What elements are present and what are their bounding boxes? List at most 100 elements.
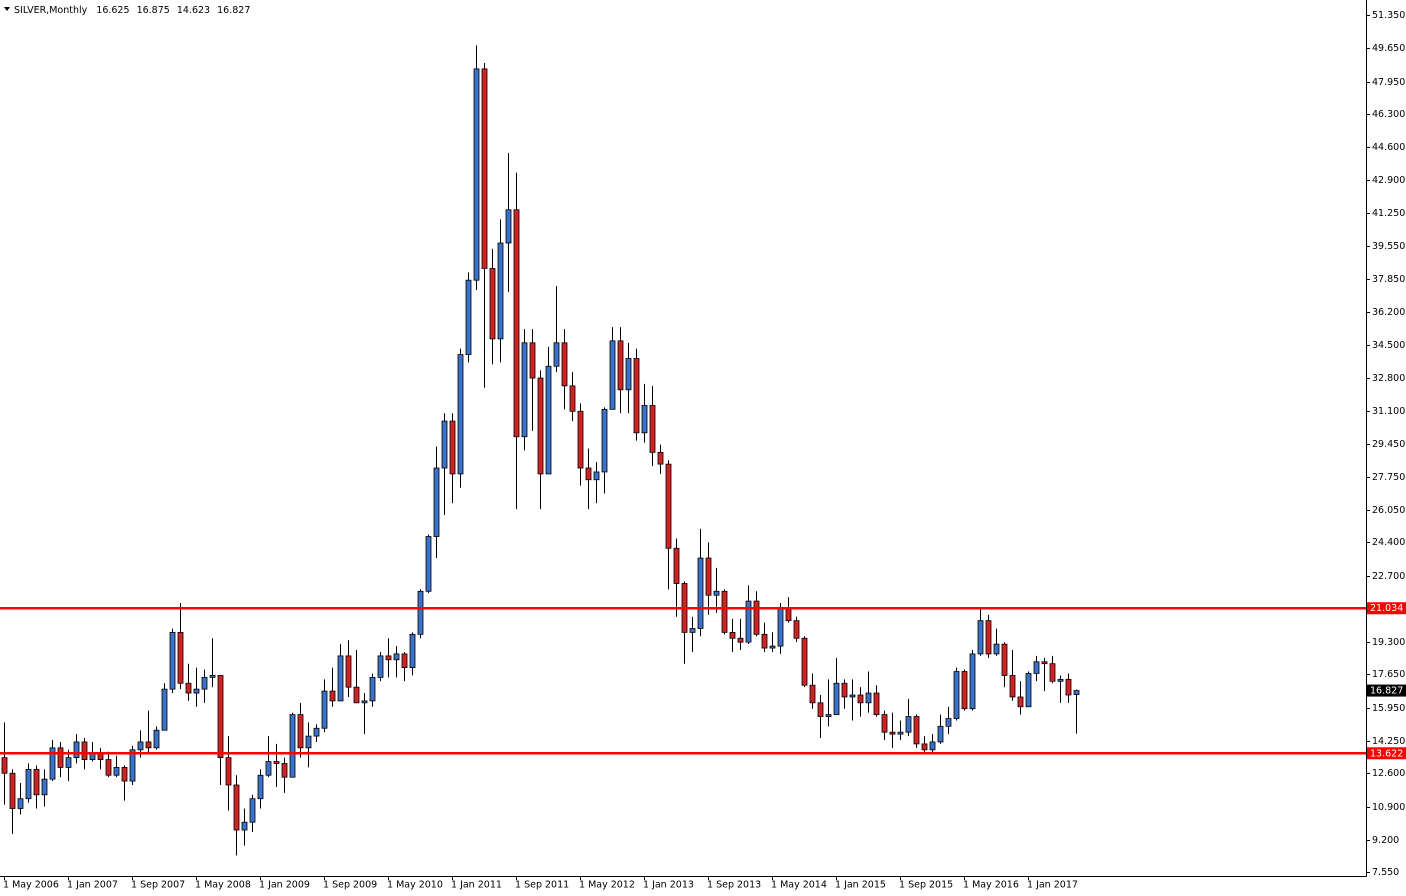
y-tick-label: 27.750 bbox=[1372, 472, 1405, 483]
candle-body bbox=[529, 342, 536, 379]
y-tick-label: 46.300 bbox=[1372, 109, 1405, 120]
candle-body bbox=[273, 761, 280, 764]
candle-body bbox=[865, 692, 872, 704]
candle-body bbox=[1049, 663, 1056, 682]
candle-body bbox=[793, 620, 800, 639]
candle-body bbox=[889, 731, 896, 735]
y-tick-label: 29.450 bbox=[1372, 439, 1405, 450]
candle-body bbox=[409, 633, 416, 669]
title-arrow bbox=[4, 7, 10, 11]
candle-body bbox=[521, 342, 528, 438]
candle-body bbox=[969, 653, 976, 710]
ohlc-low: 14.623 bbox=[177, 5, 210, 16]
candle-body bbox=[609, 340, 616, 410]
candle-body bbox=[185, 682, 192, 694]
candle-body bbox=[17, 798, 24, 809]
candle-body bbox=[289, 714, 296, 778]
candle-body bbox=[177, 631, 184, 684]
x-tick-label: 1 Sep 2015 bbox=[899, 880, 953, 891]
y-tick-label: 26.050 bbox=[1372, 505, 1405, 516]
candle-body bbox=[89, 753, 96, 760]
candle-body bbox=[1033, 661, 1040, 674]
candle-body bbox=[121, 767, 128, 782]
price-label: 21.034 bbox=[1370, 603, 1403, 614]
candle-body bbox=[9, 772, 16, 809]
y-tick-label: 36.200 bbox=[1372, 307, 1405, 318]
candle-body bbox=[105, 759, 112, 776]
candle-body bbox=[737, 637, 744, 643]
candle-body bbox=[921, 743, 928, 751]
candle-body bbox=[129, 749, 136, 782]
candle-body bbox=[233, 784, 240, 831]
chart-title: SILVER,Monthly 16.625 16.875 14.623 16.8… bbox=[14, 5, 250, 16]
y-tick-label: 39.550 bbox=[1372, 241, 1405, 252]
candle-body bbox=[945, 718, 952, 727]
x-tick-label: 1 Sep 2013 bbox=[707, 880, 761, 891]
x-tick-label: 1 Jan 2015 bbox=[835, 880, 886, 891]
x-tick-label: 1 Sep 2007 bbox=[131, 880, 185, 891]
candle-body bbox=[713, 590, 720, 596]
x-tick-label: 1 Sep 2011 bbox=[515, 880, 569, 891]
candle-body bbox=[633, 358, 640, 434]
candle-body bbox=[489, 268, 496, 340]
candle-body bbox=[1017, 696, 1024, 708]
candle-body bbox=[625, 358, 632, 391]
candle-body bbox=[657, 451, 664, 465]
candle-body bbox=[649, 405, 656, 453]
ohlc-high: 16.875 bbox=[137, 5, 170, 16]
x-tick-label: 1 May 2014 bbox=[771, 880, 827, 891]
y-tick-label: 10.900 bbox=[1372, 802, 1405, 813]
price-label-box bbox=[1367, 602, 1406, 615]
candle-body bbox=[1, 757, 8, 774]
y-tick-label: 15.950 bbox=[1372, 703, 1405, 714]
x-tick-label: 1 May 2006 bbox=[3, 880, 59, 891]
candle-body bbox=[1041, 661, 1048, 665]
y-tick-label: 51.350 bbox=[1372, 10, 1405, 21]
x-tick-label: 1 May 2010 bbox=[387, 880, 443, 891]
candle-body bbox=[393, 653, 400, 661]
candle-body bbox=[441, 420, 448, 469]
candle-body bbox=[65, 757, 72, 768]
candle-body bbox=[1025, 673, 1032, 708]
candle-body bbox=[297, 714, 304, 749]
y-tick-label: 32.800 bbox=[1372, 373, 1405, 384]
x-tick-label: 1 Jan 2013 bbox=[643, 880, 694, 891]
candle-body bbox=[241, 821, 248, 831]
candle-body bbox=[753, 600, 760, 635]
candle-body bbox=[985, 620, 992, 655]
ohlc-close: 16.827 bbox=[217, 5, 250, 16]
price-label: 13.622 bbox=[1370, 748, 1403, 759]
candle-body bbox=[585, 467, 592, 481]
candle-body bbox=[745, 600, 752, 643]
candle-body bbox=[145, 741, 152, 749]
candle-body bbox=[401, 653, 408, 669]
candle-body bbox=[377, 655, 384, 678]
candle-body bbox=[769, 645, 776, 649]
symbol: SILVER,Monthly bbox=[14, 5, 88, 16]
candle-body bbox=[641, 405, 648, 434]
candle-body bbox=[617, 340, 624, 391]
candle-body bbox=[249, 798, 256, 823]
y-tick-label: 34.500 bbox=[1372, 340, 1405, 351]
y-tick-label: 9.200 bbox=[1372, 835, 1399, 846]
candle-body bbox=[345, 655, 352, 688]
candle-body bbox=[353, 686, 360, 704]
candle-body bbox=[1009, 675, 1016, 698]
x-tick-label: 1 Jan 2009 bbox=[259, 880, 310, 891]
candle-body bbox=[577, 410, 584, 469]
candle-body bbox=[777, 608, 784, 647]
candle-body bbox=[881, 714, 888, 733]
candle-body bbox=[801, 637, 808, 686]
candle-body bbox=[809, 684, 816, 704]
candle-body bbox=[417, 590, 424, 635]
candle-body bbox=[313, 727, 320, 737]
candles bbox=[1, 45, 1080, 856]
candle-body bbox=[281, 763, 288, 778]
candle-body bbox=[137, 741, 144, 751]
x-tick-label: 1 Sep 2009 bbox=[323, 880, 377, 891]
candle-body bbox=[785, 608, 792, 622]
candle-body bbox=[897, 731, 904, 735]
y-tick-label: 47.950 bbox=[1372, 77, 1405, 88]
